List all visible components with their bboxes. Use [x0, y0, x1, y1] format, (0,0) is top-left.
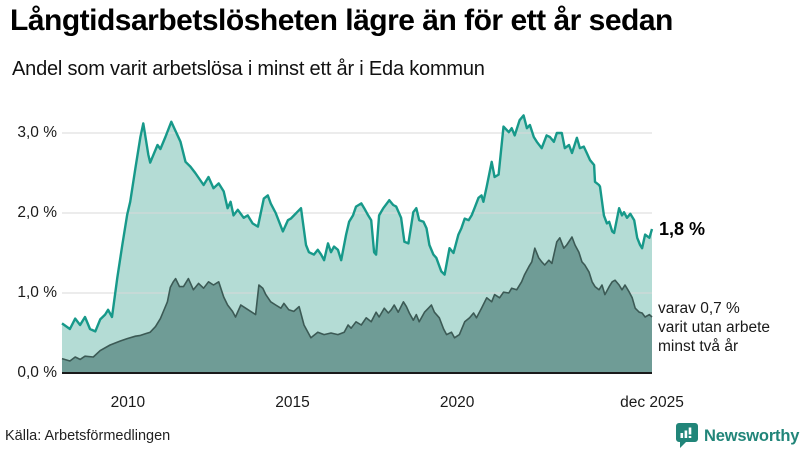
- subset-series-area: [62, 237, 652, 373]
- x-tick-label: 2020: [439, 394, 475, 411]
- series-end-value-label: 1,8 %: [659, 219, 706, 239]
- page-subtitle: Andel som varit arbetslösa i minst ett å…: [12, 58, 485, 80]
- x-tick-label: dec 2025: [620, 394, 684, 411]
- page-title: Långtidsarbetslösheten lägre än för ett …: [10, 4, 673, 37]
- x-tick-label: 2015: [275, 394, 310, 411]
- y-tick-label: 0,0 %: [17, 364, 57, 381]
- brand-name: Newsworthy: [704, 427, 800, 445]
- source-note: Källa: Arbetsförmedlingen: [5, 428, 171, 444]
- y-tick-label: 3,0 %: [17, 124, 57, 141]
- y-tick-label: 2,0 %: [17, 204, 57, 221]
- newsworthy-chart-bubble-icon: [676, 423, 698, 448]
- brand-logo: Newsworthy: [676, 423, 799, 450]
- x-tick-label: 2010: [110, 394, 146, 411]
- total-series-line: [61, 114, 654, 333]
- y-tick-label: 1,0 %: [17, 284, 57, 301]
- subset-series-line: [61, 236, 653, 362]
- subset-series-annotation: varav 0,7 % varit utan arbete minst två …: [658, 300, 771, 355]
